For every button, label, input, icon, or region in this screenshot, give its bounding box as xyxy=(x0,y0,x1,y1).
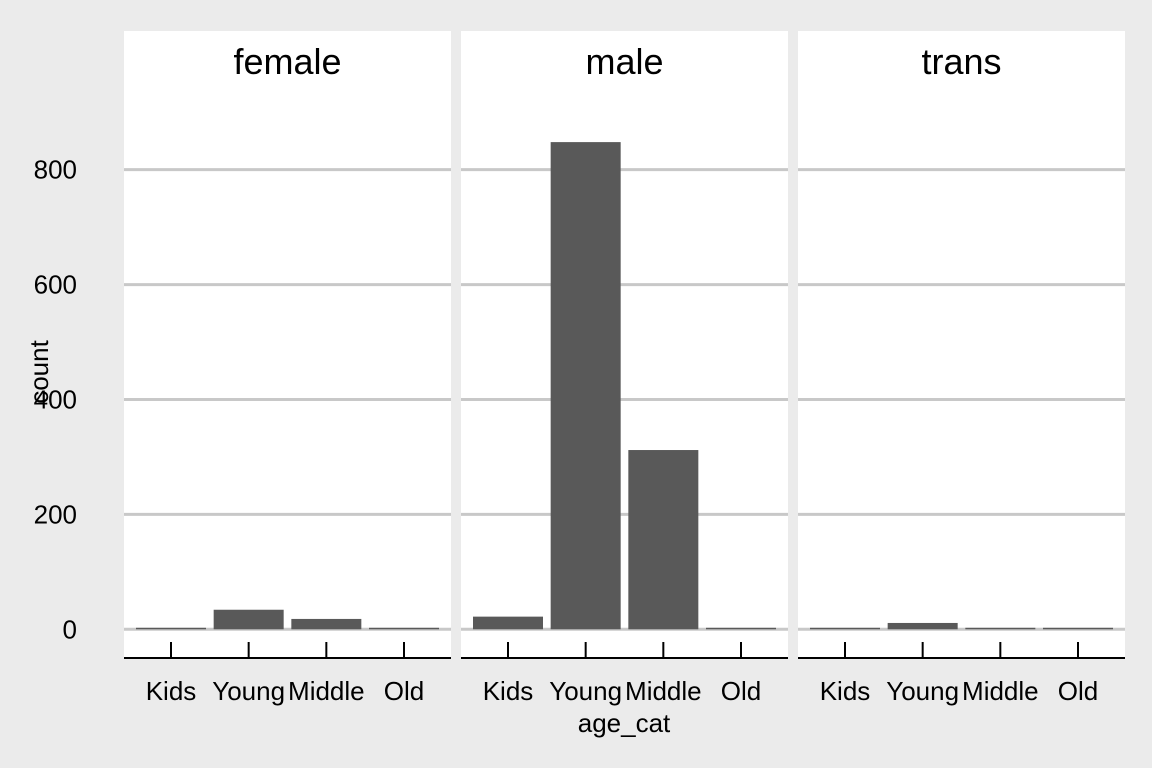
x-tick-label: Old xyxy=(384,676,424,706)
y-tick-label: 200 xyxy=(34,499,77,529)
facet-panel-trans: trans Kids Young Middle Old xyxy=(798,31,1125,706)
panel-background xyxy=(124,31,451,658)
bar-female-kids xyxy=(136,627,206,630)
bar-male-middle xyxy=(628,450,699,630)
x-tick-label: Young xyxy=(549,676,622,706)
bar-trans-young xyxy=(887,622,958,630)
bar-male-kids xyxy=(473,616,543,630)
x-axis-title: age_cat xyxy=(578,708,671,738)
bar-trans-kids xyxy=(810,627,880,630)
x-tick-label: Middle xyxy=(962,676,1039,706)
x-tick-label: Kids xyxy=(483,676,534,706)
y-axis: 0 200 400 600 800 xyxy=(34,155,77,645)
bar-male-young xyxy=(550,142,621,630)
facet-strip-label: trans xyxy=(921,41,1001,82)
y-tick-label: 800 xyxy=(34,155,77,185)
y-axis-title: count xyxy=(24,339,54,403)
bar-female-young xyxy=(213,609,284,630)
y-tick-label: 0 xyxy=(63,614,77,644)
facet-panel-male: male Kids Young Middle Old xyxy=(461,31,788,706)
bar-trans-old xyxy=(1043,627,1113,630)
x-tick-label: Young xyxy=(212,676,285,706)
x-tick-label: Kids xyxy=(146,676,197,706)
y-tick-label: 600 xyxy=(34,270,77,300)
x-tick-label: Young xyxy=(886,676,959,706)
bar-trans-middle xyxy=(965,627,1036,630)
y-tick-label: 400 xyxy=(34,384,77,414)
panel-background xyxy=(798,31,1125,658)
facet-strip-label: male xyxy=(585,41,663,82)
x-tick-label: Kids xyxy=(820,676,871,706)
x-tick-label: Middle xyxy=(625,676,702,706)
x-tick-label: Old xyxy=(721,676,761,706)
facet-strip-label: female xyxy=(233,41,341,82)
bar-male-old xyxy=(706,627,776,630)
x-tick-label: Old xyxy=(1058,676,1098,706)
panel-background xyxy=(461,31,788,658)
bar-female-middle xyxy=(291,618,362,630)
facet-panel-female: female Kids Young Middle Old xyxy=(124,31,451,706)
bar-female-old xyxy=(369,627,439,630)
x-tick-label: Middle xyxy=(288,676,365,706)
